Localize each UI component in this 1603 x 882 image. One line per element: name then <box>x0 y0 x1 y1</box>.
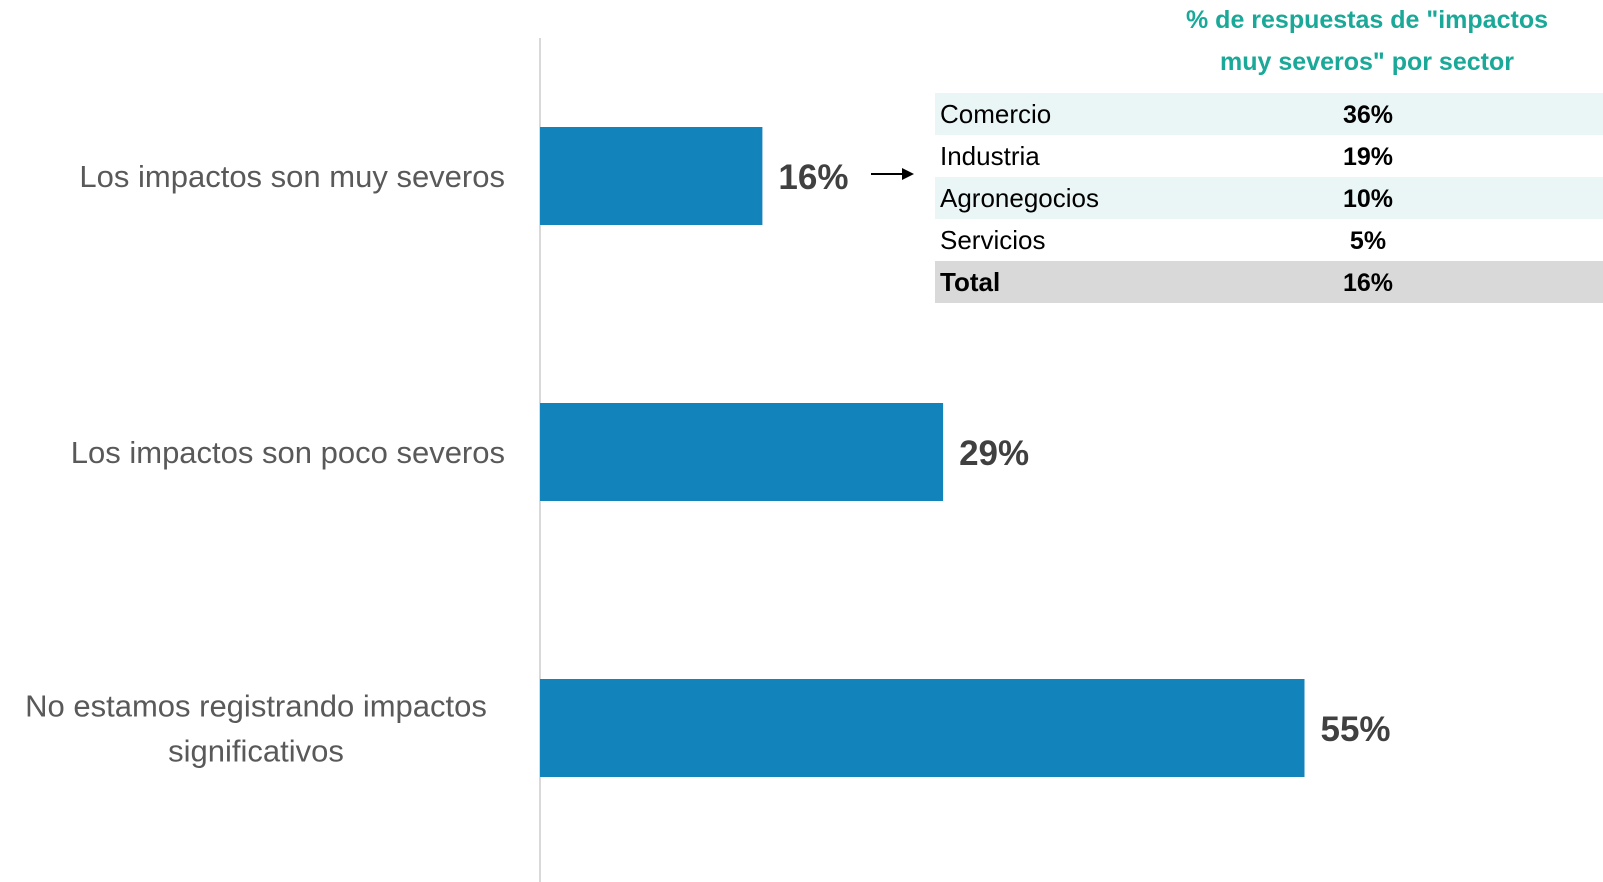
table-sector-3: Agronegocios <box>940 183 1099 213</box>
category-label-3-line-2: significativos <box>168 734 344 769</box>
table-title-line-2: muy severos" por sector <box>1220 48 1514 76</box>
category-label-1-line-1: Los impactos son muy severos <box>79 159 505 194</box>
table-value-1: 36% <box>1343 101 1393 129</box>
table-total-row-bg <box>935 261 1603 303</box>
bars-layer <box>540 127 1305 777</box>
table-title-line-1: % de respuestas de "impactos <box>1186 6 1548 34</box>
table-value-3: 10% <box>1343 185 1393 213</box>
value-label-1: 16% <box>778 158 848 197</box>
value-labels: 16% 29% 55% <box>778 158 1390 749</box>
category-label-3-line-1: No estamos registrando impactos <box>25 689 487 724</box>
table-sector-2: Industria <box>940 141 1040 171</box>
category-label-2-line-1: Los impactos son poco severos <box>71 435 505 470</box>
table-row-bg-1 <box>935 93 1603 135</box>
table-sector-4: Servicios <box>940 225 1045 255</box>
callout-arrow <box>871 168 914 180</box>
bar-3 <box>540 679 1305 777</box>
table-value-4: 5% <box>1350 227 1386 255</box>
sector-table: % de respuestas de "impactos muy severos… <box>935 6 1603 303</box>
bar-1 <box>540 127 763 225</box>
value-label-3: 55% <box>1321 710 1391 749</box>
bar-2 <box>540 403 944 501</box>
table-total-label: Total <box>940 267 1000 297</box>
table-row-bg-3 <box>935 177 1603 219</box>
table-total-value: 16% <box>1343 269 1393 297</box>
category-labels: Los impactos son muy severos Los impactos… <box>25 159 505 769</box>
table-value-2: 19% <box>1343 143 1393 171</box>
value-label-2: 29% <box>959 434 1029 473</box>
table-rows: Comercio 36% Industria 19% Agronegocios 10% Se… <box>935 93 1603 303</box>
table-sector-1: Comercio <box>940 99 1051 129</box>
